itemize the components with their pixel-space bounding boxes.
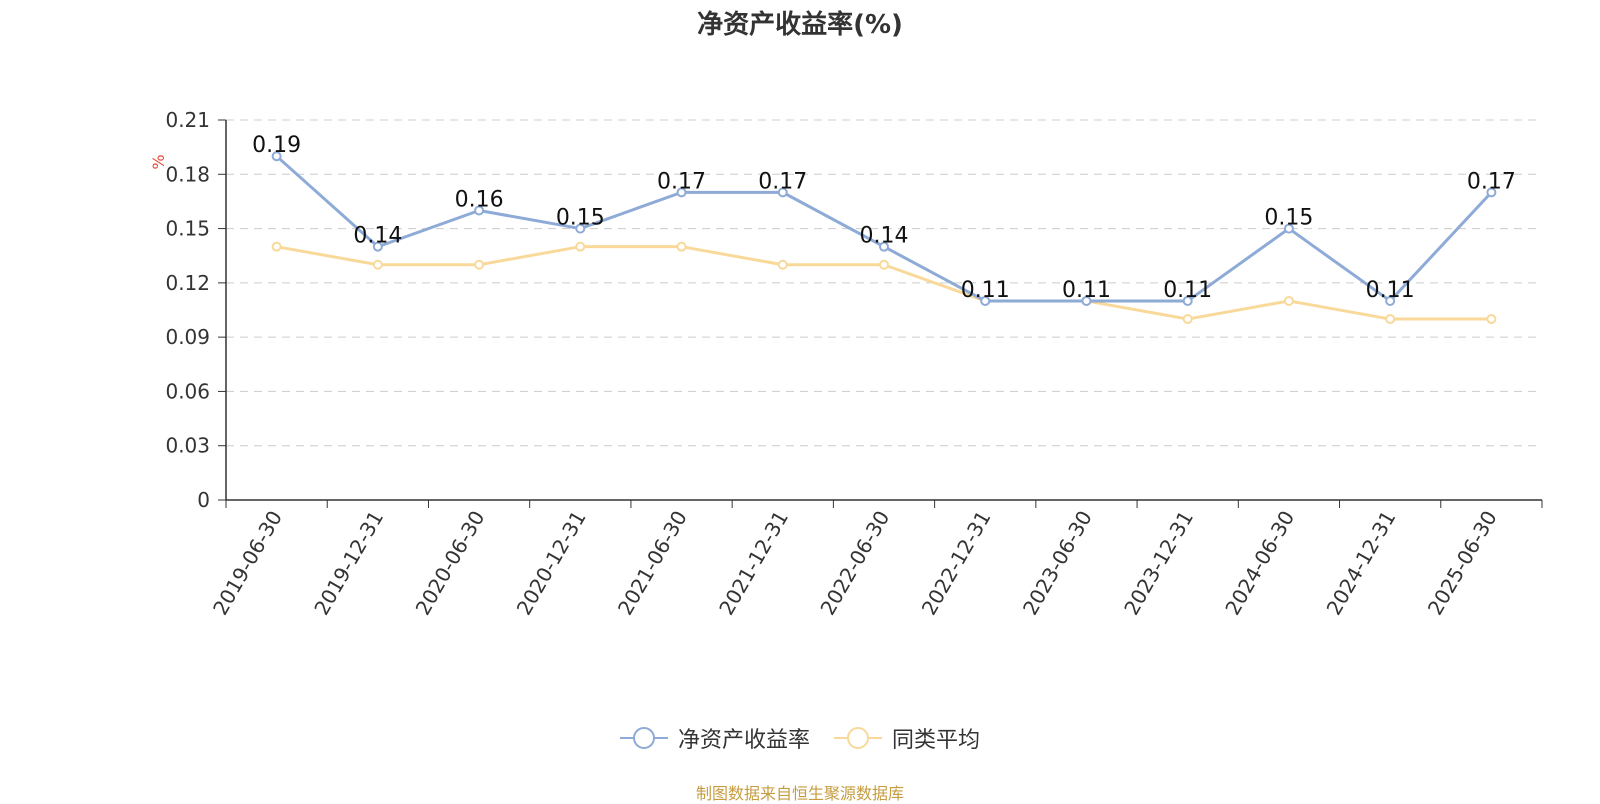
- data-point-roe: [1385, 295, 1396, 306]
- y-axis-unit-label: %: [149, 154, 168, 169]
- data-point-peer-average: [271, 241, 282, 252]
- data-label-roe: 0.11: [1366, 278, 1415, 303]
- data-point-roe: [676, 187, 687, 198]
- data-point-peer-average: [777, 259, 788, 270]
- data-label-roe: 0.11: [1163, 278, 1212, 303]
- legend-item-roe[interactable]: 净资产收益率: [619, 722, 810, 754]
- data-point-roe: [271, 151, 282, 162]
- data-point-roe: [1182, 295, 1193, 306]
- data-point-roe: [1283, 223, 1294, 234]
- x-tick-label: 2024-06-30: [1220, 507, 1299, 620]
- legend-swatch-roe: [619, 727, 668, 749]
- x-tick-label: 2024-12-31: [1322, 507, 1401, 620]
- data-label-roe: 0.15: [1264, 206, 1313, 231]
- data-point-peer-average: [575, 241, 586, 252]
- data-label-roe: 0.14: [353, 224, 402, 249]
- chart-title: 净资产收益率(%): [697, 10, 903, 40]
- legend: 净资产收益率 同类平均: [0, 722, 1600, 754]
- x-tick-label: 2025-06-30: [1423, 507, 1502, 620]
- y-tick-label: 0.03: [165, 434, 210, 458]
- data-point-roe: [1486, 187, 1497, 198]
- y-tick-label: 0.21: [165, 108, 210, 132]
- legend-label-roe: 净资产收益率: [677, 728, 810, 753]
- data-point-peer-average: [1182, 314, 1193, 325]
- data-label-roe: 0.11: [1062, 278, 1111, 303]
- data-label-roe: 0.17: [758, 169, 807, 194]
- data-label-roe: 0.17: [1467, 169, 1516, 194]
- data-point-roe: [575, 223, 586, 234]
- x-tick-label: 2022-06-30: [815, 507, 894, 620]
- x-tick-label: 2020-06-30: [411, 506, 490, 619]
- data-point-roe: [1081, 295, 1092, 306]
- data-point-roe: [980, 295, 991, 306]
- data-point-peer-average: [879, 259, 889, 270]
- x-tick-label: 2023-06-30: [1018, 507, 1097, 620]
- data-point-peer-average: [372, 259, 383, 270]
- x-tick-label: 2019-12-31: [309, 507, 388, 620]
- legend-item-peer-average[interactable]: 同类平均: [834, 722, 980, 754]
- y-tick-label: 0.15: [165, 217, 210, 241]
- y-tick-label: 0.18: [165, 162, 210, 186]
- x-tick-label: 2021-12-31: [714, 507, 793, 620]
- y-tick-label: 0: [197, 488, 210, 512]
- data-label-roe: 0.17: [657, 169, 706, 194]
- data-point-peer-average: [1385, 314, 1396, 325]
- data-point-peer-average: [676, 241, 687, 252]
- data-point-roe: [474, 205, 485, 216]
- data-point-peer-average: [474, 259, 485, 270]
- x-tick-label: 2022-12-31: [917, 506, 996, 619]
- data-point-roe: [372, 241, 383, 252]
- data-point-roe: [879, 241, 889, 252]
- x-tick-label: 2021-06-30: [613, 507, 692, 620]
- x-tick-label: 2020-12-31: [512, 507, 591, 620]
- data-point-peer-average: [1283, 295, 1294, 306]
- data-label-roe: 0.19: [252, 133, 301, 158]
- data-label-roe: 0.16: [455, 187, 504, 212]
- source-note: 制图数据来自恒生聚源数据库: [695, 784, 904, 803]
- y-tick-label: 0.09: [165, 325, 210, 349]
- legend-swatch-peer-average: [834, 727, 882, 749]
- data-label-roe: 0.11: [961, 278, 1010, 303]
- x-tick-label: 2023-12-31: [1119, 507, 1198, 620]
- y-tick-label: 0.06: [165, 379, 210, 403]
- data-point-roe: [777, 187, 788, 198]
- data-label-roe: 0.14: [860, 224, 909, 249]
- y-tick-label: 0.12: [165, 271, 210, 295]
- x-tick-label: 2019-06-30: [208, 507, 287, 620]
- legend-label-peer-average: 同类平均: [892, 728, 981, 753]
- data-point-peer-average: [1486, 314, 1497, 325]
- data-label-roe: 0.15: [556, 206, 605, 231]
